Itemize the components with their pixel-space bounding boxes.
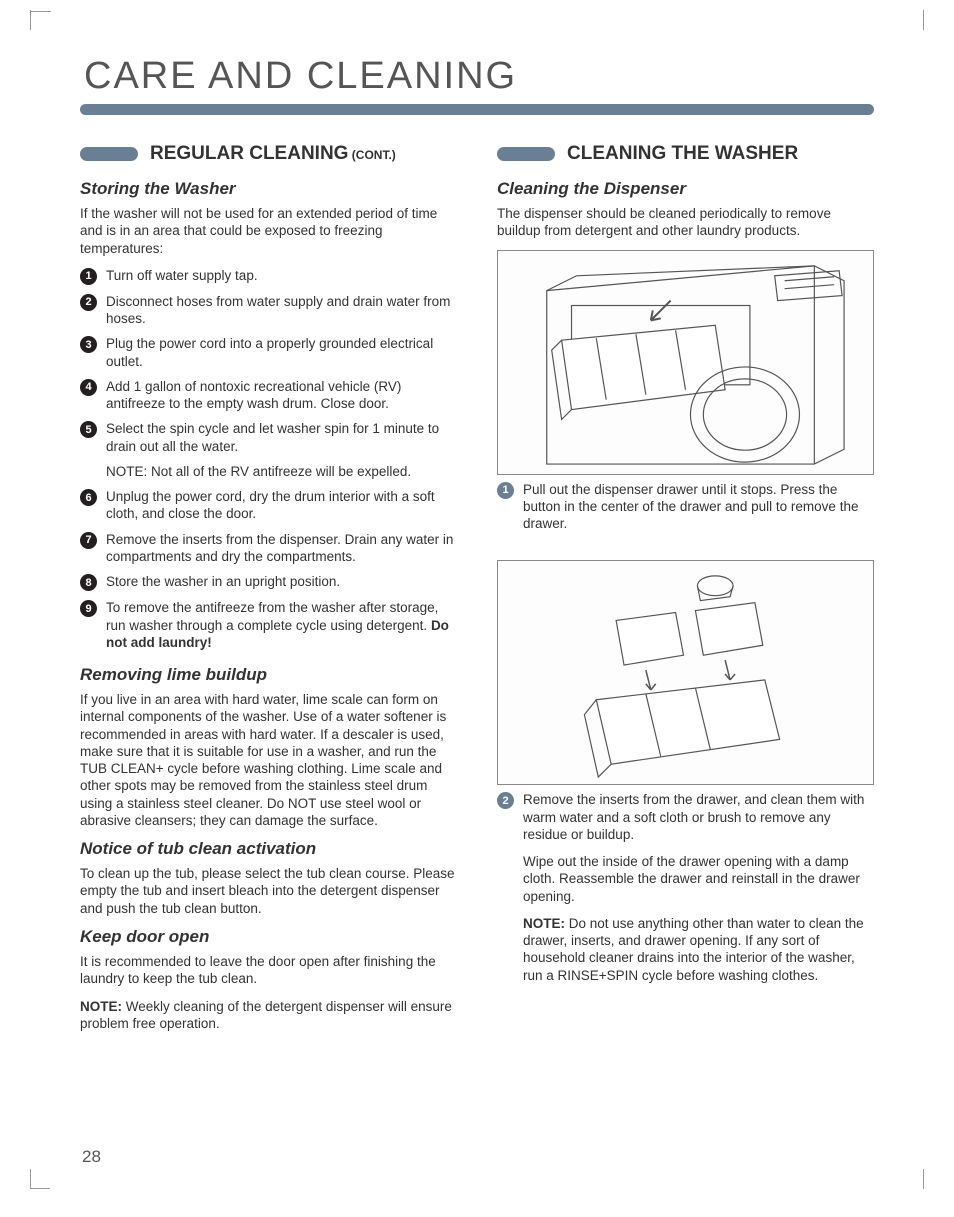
title-bar (80, 104, 874, 115)
two-column-layout: REGULAR CLEANING (CONT.) Storing the Was… (80, 143, 874, 1042)
list-item: 7 Remove the inserts from the dispenser.… (80, 531, 457, 566)
right-column: CLEANING THE WASHER Cleaning the Dispens… (497, 143, 874, 1042)
list-item: 4 Add 1 gallon of nontoxic recreational … (80, 378, 457, 413)
step-number-icon: 4 (80, 379, 97, 396)
body-text: The dispenser should be cleaned periodic… (497, 205, 874, 240)
step-number-icon: 2 (497, 792, 514, 809)
header-pill-icon (80, 147, 138, 161)
section-title: CLEANING THE WASHER (567, 143, 798, 165)
step-text: Unplug the power cord, dry the drum inte… (106, 488, 457, 523)
step-number-icon: 9 (80, 600, 97, 617)
sub-heading: Removing lime buildup (80, 665, 457, 685)
list-item: 5 Select the spin cycle and let washer s… (80, 420, 457, 455)
left-column: REGULAR CLEANING (CONT.) Storing the Was… (80, 143, 457, 1042)
body-text: If you live in an area with hard water, … (80, 691, 457, 829)
step-number-icon: 8 (80, 574, 97, 591)
step-number-icon: 6 (80, 489, 97, 506)
step2-p1: Remove the inserts from the drawer, and … (523, 792, 864, 842)
page-title: CARE AND CLEANING (84, 55, 874, 98)
list-item: 6 Unplug the power cord, dry the drum in… (80, 488, 457, 523)
step-number-icon: 1 (80, 268, 97, 285)
list-item: 8 Store the washer in an upright positio… (80, 573, 457, 591)
note-text: Do not use anything other than water to … (523, 916, 864, 983)
section-header-regular-cleaning: REGULAR CLEANING (CONT.) (80, 143, 457, 165)
page-number: 28 (82, 1147, 101, 1167)
step-text: Turn off water supply tap. (106, 267, 457, 284)
step-number-icon: 1 (497, 482, 514, 499)
step-number-icon: 2 (80, 294, 97, 311)
step-text: Select the spin cycle and let washer spi… (106, 420, 457, 455)
step-text-part: To remove the antifreeze from the washer… (106, 600, 438, 632)
crop-mark (30, 1188, 50, 1189)
list-item: 2 Disconnect hoses from water supply and… (80, 293, 457, 328)
list-item: 9 To remove the antifreeze from the wash… (80, 599, 457, 651)
step-text: Remove the inserts from the drawer, and … (523, 791, 874, 843)
body-text: NOTE: Weekly cleaning of the detergent d… (80, 998, 457, 1033)
body-text: It is recommended to leave the door open… (80, 953, 457, 988)
sub-heading: Cleaning the Dispenser (497, 179, 874, 199)
step-text: To remove the antifreeze from the washer… (106, 599, 457, 651)
page-content: CARE AND CLEANING REGULAR CLEANING (CONT… (0, 0, 954, 1082)
list-item: 2 Remove the inserts from the drawer, an… (497, 791, 874, 843)
note-bold: NOTE: (80, 999, 122, 1014)
body-text: Wipe out the inside of the drawer openin… (523, 853, 874, 905)
step-number-icon: 7 (80, 532, 97, 549)
step-text: Plug the power cord into a properly grou… (106, 335, 457, 370)
storing-steps-list: 1 Turn off water supply tap. 2 Disconnec… (80, 267, 457, 651)
step-text: Disconnect hoses from water supply and d… (106, 293, 457, 328)
crop-mark (923, 1169, 924, 1189)
body-text: To clean up the tub, please select the t… (80, 865, 457, 917)
illustration-dispenser-drawer (497, 250, 874, 475)
note-text: Weekly cleaning of the detergent dispens… (80, 999, 452, 1031)
crop-mark (30, 10, 31, 30)
section-title: REGULAR CLEANING (CONT.) (150, 143, 396, 165)
dispenser-step-list-1: 1 Pull out the dispenser drawer until it… (497, 481, 874, 533)
sub-heading: Storing the Washer (80, 179, 457, 199)
sub-heading: Keep door open (80, 927, 457, 947)
step-note: NOTE: Not all of the RV antifreeze will … (106, 463, 457, 480)
header-pill-icon (497, 147, 555, 161)
step-number-icon: 5 (80, 421, 97, 438)
list-item: 1 Turn off water supply tap. (80, 267, 457, 285)
step-text: Store the washer in an upright position. (106, 573, 457, 590)
dispenser-step-list-2: 2 Remove the inserts from the drawer, an… (497, 791, 874, 843)
section-title-cont: (CONT.) (348, 148, 395, 162)
note-bold: NOTE: (523, 916, 565, 931)
step-text: Pull out the dispenser drawer until it s… (523, 481, 874, 533)
section-title-text: REGULAR CLEANING (150, 143, 348, 164)
section-header-cleaning-washer: CLEANING THE WASHER (497, 143, 874, 165)
step-text: Add 1 gallon of nontoxic recreational ve… (106, 378, 457, 413)
body-text: NOTE: Do not use anything other than wat… (523, 915, 874, 984)
sub-heading: Notice of tub clean activation (80, 839, 457, 859)
step-text: Remove the inserts from the dispenser. D… (106, 531, 457, 566)
dispenser-block: Cleaning the Dispenser The dispenser sho… (497, 179, 874, 984)
storing-washer-block: Storing the Washer If the washer will no… (80, 179, 457, 1032)
list-item: 1 Pull out the dispenser drawer until it… (497, 481, 874, 533)
illustration-dispenser-inserts (497, 560, 874, 785)
step-number-icon: 3 (80, 336, 97, 353)
list-item: 3 Plug the power cord into a properly gr… (80, 335, 457, 370)
body-text: If the washer will not be used for an ex… (80, 205, 457, 257)
crop-mark (923, 10, 924, 30)
